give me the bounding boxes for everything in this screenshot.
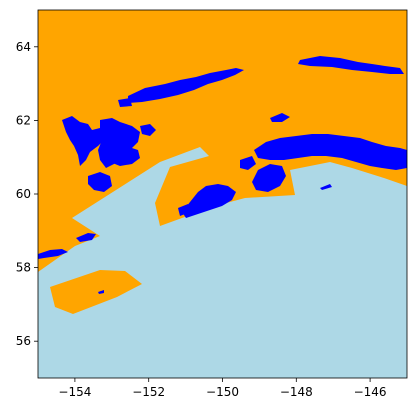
- x-tick-label: −146: [354, 385, 387, 399]
- glacier-kenai-1: [182, 184, 236, 218]
- glacier-peninsula-1: [38, 249, 68, 259]
- glacier-tordrillo-5: [140, 124, 156, 136]
- glacier-peninsula-2: [76, 233, 96, 242]
- glacier-copper-river: [320, 184, 332, 190]
- gulf-of-alaska-water: [38, 147, 407, 378]
- glacier-tordrillo-4: [88, 172, 112, 192]
- glacier-kodiak: [98, 290, 104, 294]
- x-tick-label: −154: [58, 385, 91, 399]
- x-tick-label: −148: [280, 385, 313, 399]
- kodiak-island: [50, 270, 142, 314]
- glacier-tordrillo-1: [62, 116, 108, 166]
- y-tick-label: 60: [16, 187, 31, 201]
- glacier-layer: [38, 56, 407, 294]
- glacier-alaska-range-2: [118, 98, 132, 107]
- glacier-tordrillo-2: [98, 118, 140, 168]
- map-plot-area: [38, 10, 407, 378]
- y-tick-label: 62: [16, 113, 31, 127]
- glacier-tordrillo-3: [110, 146, 140, 166]
- x-tick-label: −152: [132, 385, 165, 399]
- glacier-kenai-2: [178, 204, 190, 216]
- x-axis: −154 −152 −150 −148 −146: [58, 378, 387, 399]
- y-tick-label: 64: [16, 40, 31, 54]
- y-tick-label: 58: [16, 261, 31, 275]
- glacier-north-east-1: [298, 56, 404, 74]
- glacier-chugach-3: [240, 156, 256, 170]
- y-axis: 56 58 60 62 64: [16, 40, 38, 348]
- x-tick-label: −150: [206, 385, 239, 399]
- glacier-chugach-2: [252, 164, 286, 192]
- glacier-north-east-2: [270, 113, 290, 122]
- glacier-chugach-1: [254, 134, 407, 170]
- glacier-alaska-range-1: [128, 68, 244, 103]
- y-tick-label: 56: [16, 334, 31, 348]
